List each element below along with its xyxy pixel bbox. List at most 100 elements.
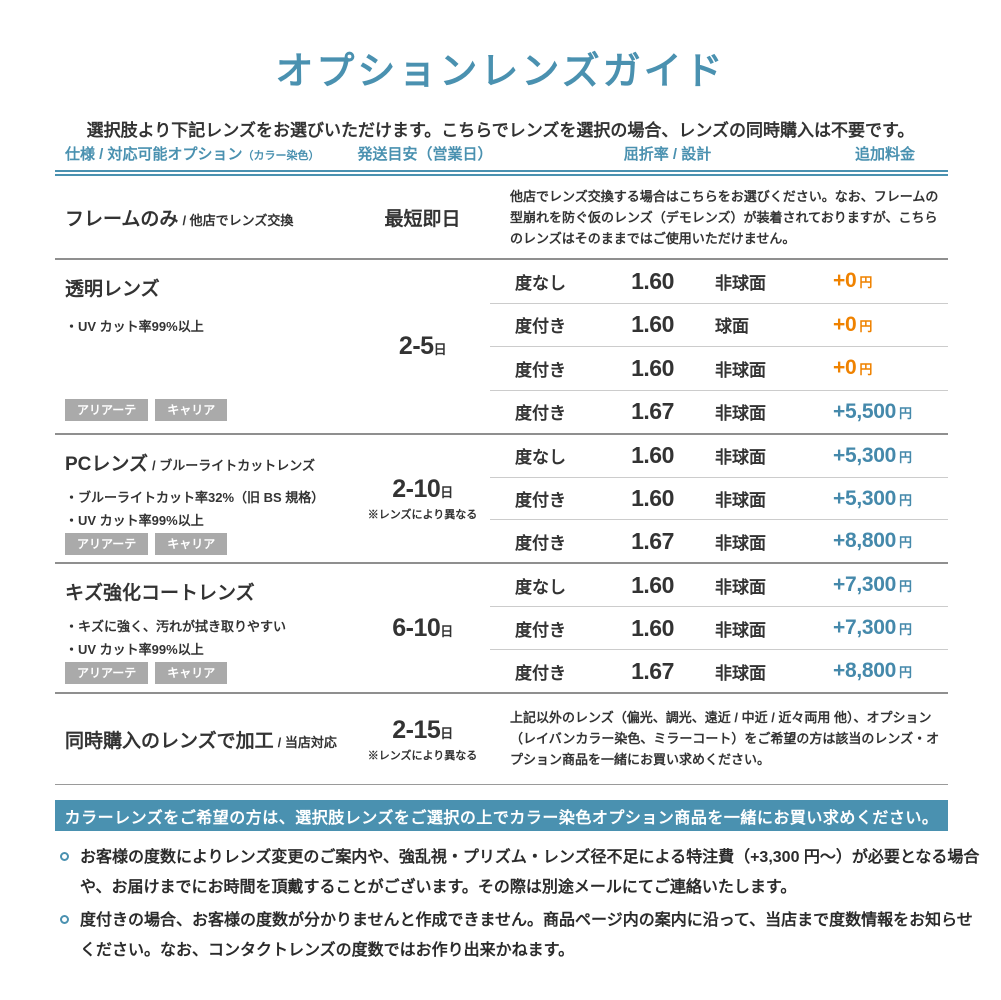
- refraction-index: 1.67: [631, 657, 674, 684]
- lens-option-rows: 度なし 1.60 非球面 +0 円 度付き 1.60 球面 +0 円 度付き 1.6…: [490, 260, 948, 433]
- page-subtitle: 選択肢より下記レンズをお選びいただけます。こちらでレンズを選択の場合、レンズの同…: [86, 121, 915, 140]
- section-title-main: フレームのみ: [65, 208, 179, 230]
- price-unit: 円: [899, 405, 912, 421]
- power-type: 度なし: [515, 577, 566, 597]
- lens-design: 非球面: [715, 620, 766, 640]
- table-column-headers: 仕様 / 対応可能オプション（カラー染色） 発送目安（営業日） 屈折率 / 設計…: [55, 143, 948, 165]
- lens-option-row: 度付き 1.67 非球面 +5,500 円: [490, 389, 948, 434]
- lens-design: 球面: [715, 317, 749, 337]
- shipping-days: 6-10日: [392, 614, 453, 643]
- lens-option-rows: 度なし 1.60 非球面 +7,300 円 度付き 1.60 非球面 +7,300…: [490, 564, 948, 692]
- column-header-spec: 仕様 / 対応可能オプション（カラー染色）: [65, 143, 320, 164]
- section-title: 透明レンズ: [65, 274, 355, 301]
- power-type: 度付き: [515, 663, 566, 683]
- price-unit: 円: [899, 535, 912, 551]
- price-value: +5,500 円: [830, 400, 948, 424]
- badge-ariate: アリアーテ: [65, 661, 149, 685]
- column-header-shipping: 発送目安（営業日）: [357, 146, 493, 163]
- power-type: 度付き: [515, 360, 566, 380]
- footer-notes: お客様の度数によりレンズ変更のご案内や、強乱視・プリズム・レンズ径不足による特注…: [57, 843, 981, 969]
- shipping-cell: 2-10日 ※レンズにより異なる: [355, 435, 490, 562]
- price-amount: +5,500: [833, 399, 897, 423]
- badge-list: アリアーテ キャリア: [65, 398, 355, 421]
- badge-career: キャリア: [155, 398, 228, 421]
- power-type: 度付き: [515, 404, 566, 424]
- footer-note-item: お客様の度数によりレンズ変更のご案内や、強乱視・プリズム・レンズ径不足による特注…: [57, 843, 981, 902]
- section-title-main: キズ強化コートレンズ: [65, 583, 255, 604]
- lens-option-row: 度付き 1.67 非球面 +8,800 円: [490, 519, 948, 562]
- section-copurchase-info: 同時購入のレンズで加工 / 当店対応: [55, 694, 355, 784]
- section-title-main: PCレンズ: [65, 454, 149, 475]
- footer-note-text: お客様の度数によりレンズ変更のご案内や、強乱視・プリズム・レンズ径不足による特注…: [80, 849, 980, 896]
- lens-option-row: 度なし 1.60 非球面 +5,300 円: [490, 435, 948, 477]
- feature-item: ・ブルーライトカット率32%（旧 BS 規格）: [65, 490, 325, 505]
- price-value: +0 円: [830, 313, 948, 337]
- refraction-index: 1.60: [631, 571, 674, 598]
- price-amount: +5,300: [833, 486, 897, 510]
- shipping-days-unit: 日: [440, 623, 453, 639]
- shipping-days: 2-15日: [392, 716, 453, 745]
- page-title: オプションレンズガイド: [275, 51, 726, 93]
- lens-design: 非球面: [715, 360, 766, 380]
- refraction-index: 1.60: [631, 267, 674, 294]
- price-amount: +8,800: [833, 659, 897, 682]
- price-value: +5,300 円: [830, 487, 948, 511]
- circle-bullet-icon: [60, 915, 69, 925]
- column-header-spec-note: （カラー染色）: [242, 150, 320, 162]
- price-unit: 円: [859, 318, 873, 334]
- price-value: +5,300 円: [830, 444, 948, 468]
- lens-option-row: 度なし 1.60 非球面 +0 円: [490, 260, 948, 303]
- price-amount: +0: [833, 312, 857, 336]
- price-amount: +8,800: [833, 529, 897, 553]
- shipping-days-value: 2-5: [398, 332, 434, 360]
- power-type: 度なし: [515, 273, 566, 293]
- feature-list: ・UV カット率99%以上: [65, 315, 355, 338]
- column-header-spec-label: 仕様 / 対応可能オプション: [65, 146, 243, 163]
- price-value: +7,300 円: [830, 616, 948, 640]
- shipping-days: 2-5日: [398, 332, 447, 361]
- section-pc-lens-info: PCレンズ / ブルーライトカットレンズ ・ブルーライトカット率32%（旧 BS …: [55, 435, 355, 562]
- section-title-main: 透明レンズ: [65, 279, 160, 300]
- power-type: 度付き: [515, 620, 566, 640]
- refraction-index: 1.67: [631, 398, 674, 425]
- section-note: 他店でレンズ交換する場合はこちらをお選びください。なお、フレームの型崩れを防ぐ仮…: [510, 189, 939, 247]
- lens-design: 非球面: [715, 533, 766, 553]
- refraction-index: 1.60: [631, 311, 674, 338]
- price-value: +8,800 円: [830, 659, 948, 683]
- price-unit: 円: [859, 362, 873, 378]
- section-title-suffix: / 当店対応: [277, 734, 337, 750]
- section-frame-only-info: フレームのみ / 他店でレンズ交換: [55, 176, 355, 258]
- shipping-days: 最短即日: [384, 208, 461, 230]
- badge-list: アリアーテ キャリア: [65, 532, 355, 556]
- section-copurchase-lens: 同時購入のレンズで加工 / 当店対応 2-15日 ※レンズにより異なる 上記以外の…: [55, 692, 948, 785]
- section-frame-only: フレームのみ / 他店でレンズ交換 最短即日 他店でレンズ交換する場合はこちらをお…: [55, 176, 948, 258]
- feature-list: ・キズに強く、汚れが拭き取りやすい ・UV カット率99%以上: [65, 615, 355, 662]
- lens-option-row: 度付き 1.67 非球面 +8,800 円: [490, 649, 948, 692]
- refraction-index: 1.60: [631, 614, 674, 641]
- price-value: +7,300 円: [830, 573, 948, 597]
- lens-option-row: 度付き 1.60 非球面 +0 円: [490, 346, 948, 390]
- refraction-index: 1.67: [631, 527, 674, 554]
- shipping-note: ※レンズにより異なる: [367, 749, 478, 762]
- power-type: 度付き: [515, 533, 566, 553]
- shipping-days-unit: 日: [440, 485, 453, 500]
- circle-bullet-icon: [60, 852, 69, 861]
- lens-design: 非球面: [715, 663, 766, 683]
- price-unit: 円: [899, 579, 912, 594]
- price-amount: +7,300: [833, 573, 897, 596]
- feature-item: ・キズに強く、汚れが拭き取りやすい: [65, 619, 287, 634]
- section-title: PCレンズ / ブルーライトカットレンズ: [65, 449, 355, 476]
- power-type: 度なし: [515, 448, 566, 468]
- feature-item: ・UV カット率99%以上: [65, 319, 204, 334]
- shipping-days-unit: 日: [440, 725, 453, 741]
- price-unit: 円: [899, 449, 912, 465]
- price-amount: +0: [833, 356, 857, 380]
- lens-option-row: 度付き 1.60 球面 +0 円: [490, 302, 948, 347]
- section-title-main: 同時購入のレンズで加工: [65, 730, 274, 752]
- refraction-index: 1.60: [631, 442, 674, 469]
- badge-career: キャリア: [155, 661, 228, 685]
- shipping-days-value: 2-15: [392, 715, 441, 744]
- price-amount: +7,300: [833, 616, 897, 639]
- price-unit: 円: [859, 275, 873, 291]
